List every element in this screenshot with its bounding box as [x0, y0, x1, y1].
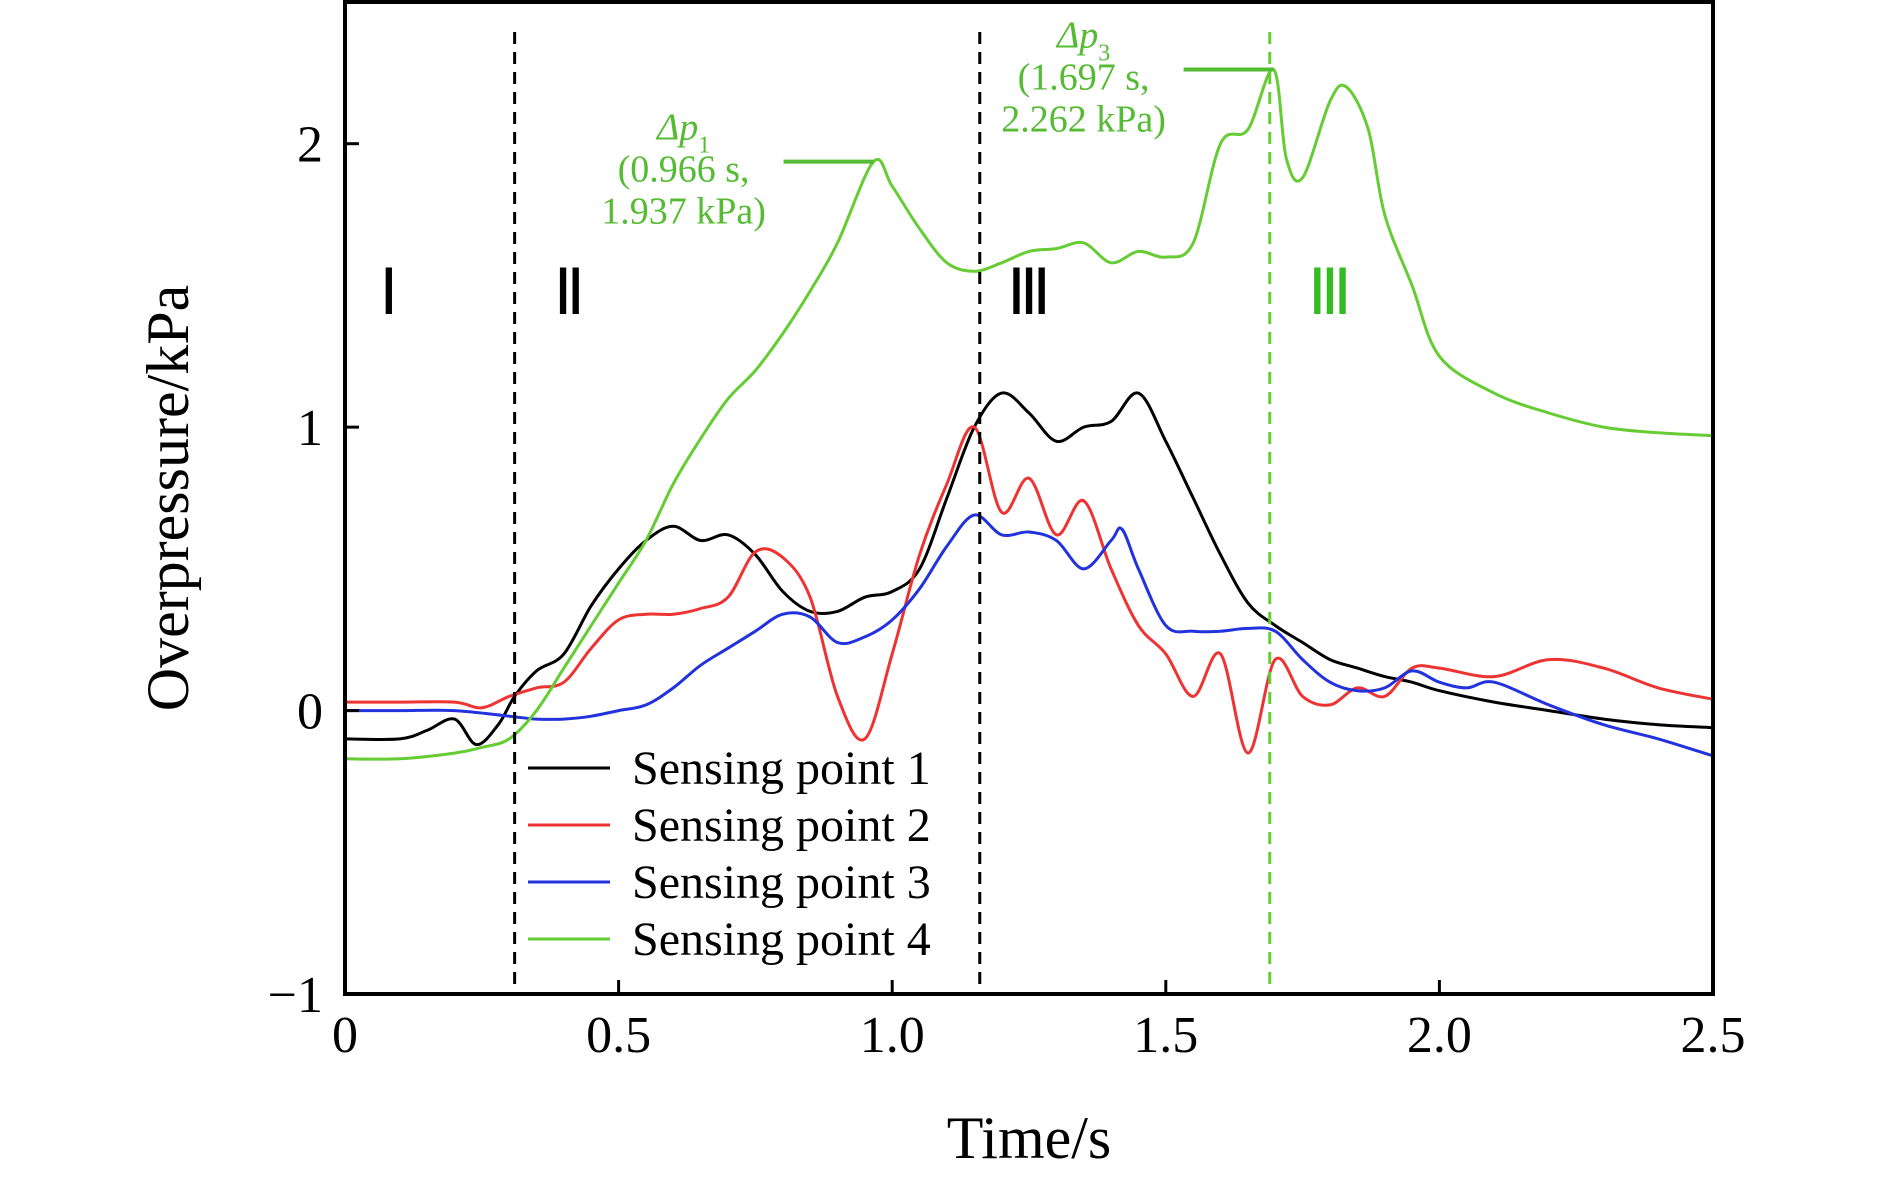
annotation-value-2: 2.262 kPa) [1001, 98, 1166, 140]
x-tick-label: 0 [332, 1007, 358, 1064]
x-tick-label: 1.0 [860, 1007, 925, 1064]
y-tick-label: 2 [297, 117, 323, 174]
region-label-4: Ⅲ [1308, 257, 1352, 328]
series-line-1 [344, 391, 1714, 747]
y-tick-label: −1 [268, 967, 323, 1024]
y-axis-title: Overpressure/kPa [135, 285, 201, 712]
legend-label-3: Sensing point 3 [632, 856, 931, 909]
annotation-symbol-1: Δp1 [655, 107, 710, 159]
x-axis-title: Time/s [947, 1105, 1112, 1171]
legend-label-2: Sensing point 2 [632, 799, 931, 852]
x-tick-label: 2.5 [1681, 1007, 1746, 1064]
region-label-2: Ⅱ [554, 257, 586, 328]
legend-label-4: Sensing point 4 [632, 913, 931, 966]
series-line-4 [344, 67, 1714, 761]
region-label-3: Ⅲ [1007, 257, 1051, 328]
annotation-time-1: (0.966 s, [618, 149, 750, 191]
legend-label-1: Sensing point 1 [632, 742, 931, 795]
x-tick-label: 1.5 [1133, 1007, 1198, 1064]
annotation-time-2: (1.697 s, [1018, 56, 1150, 98]
x-tick-label: 2.0 [1407, 1007, 1472, 1064]
region-label-1: Ⅰ [379, 257, 398, 328]
x-tick-label: 0.5 [586, 1007, 651, 1064]
y-tick-label: 1 [297, 400, 323, 457]
annotation-symbol-2: Δp3 [1055, 14, 1110, 66]
y-tick-label: 0 [297, 684, 323, 741]
series-line-3 [344, 513, 1714, 758]
annotation-value-1: 1.937 kPa) [601, 191, 766, 233]
plot-frame [343, 0, 1715, 996]
